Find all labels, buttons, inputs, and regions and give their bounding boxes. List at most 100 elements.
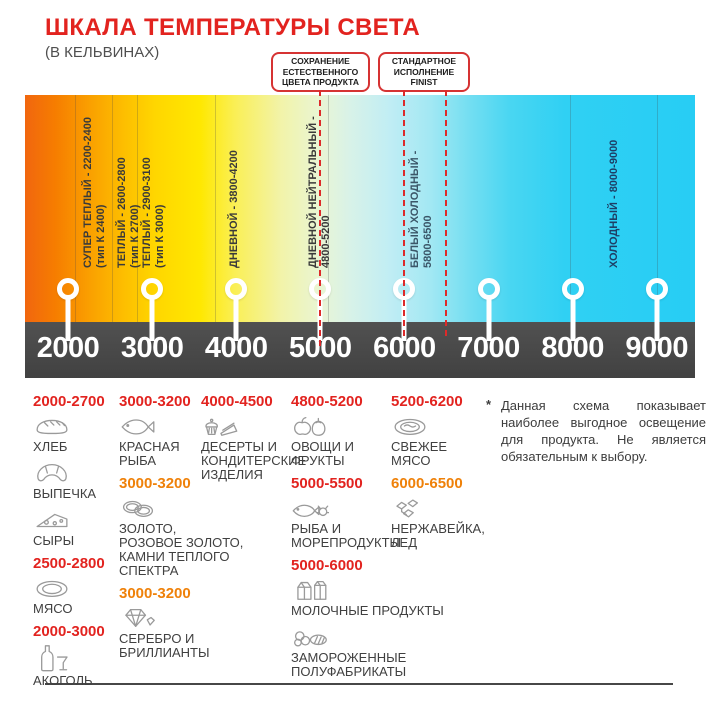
category-entry: АКОГОЛЬ	[33, 643, 115, 688]
category-label: ХЛЕБ	[33, 439, 68, 454]
zone-label-line1: ДНЕВНОЙ НЕЙТРАЛЬНЫЙ -	[306, 116, 319, 268]
callout-guide-line	[319, 90, 322, 346]
zone-separator-line	[75, 95, 76, 322]
bottom-divider	[45, 683, 673, 685]
category-entry: ЗАМОРОЖЕННЫЕ ПОЛУФАБРИКАТЫ	[291, 624, 406, 679]
category-label: НЕРЖАВЕЙКА, ЛЕД	[391, 521, 485, 550]
zone-separator-line	[657, 95, 658, 322]
category-label: ВЫПЕЧКА	[33, 486, 97, 501]
scale-marker-stem	[65, 299, 71, 341]
category-column: 4000-4500 ДЕСЕРТЫ И КОНДИТЕРСКИЕ ИЗДЕЛИЯ	[201, 393, 307, 489]
range-heading: 3000-3200	[119, 393, 191, 410]
category-group: 4000-4500 ДЕСЕРТЫ И КОНДИТЕРСКИЕ ИЗДЕЛИЯ	[201, 393, 307, 482]
range-heading: 5200-6200	[391, 393, 463, 410]
fresh-meat-icon	[391, 413, 485, 439]
category-entry: ДЕСЕРТЫ И КОНДИТЕРСКИЕ ИЗДЕЛИЯ	[201, 413, 307, 482]
zone-label-line1: ХОЛОДНЫЙ - 8000-9000	[607, 139, 620, 268]
category-entry: МЯСО	[33, 575, 115, 616]
range-heading: 4800-5200	[291, 393, 363, 410]
zone-label: ТЕПЛЫЙ - 2600-2800 (тип К 2700)	[116, 157, 141, 268]
category-group: 3000-3200 ЗОЛОТО, РОЗОВОЕ ЗОЛОТО, КАМНИ Т…	[119, 475, 243, 578]
category-label: КРАСНАЯ РЫБА	[119, 439, 180, 468]
zone-label: БЕЛЫЙ ХОЛОДНЫЙ -5800-6500	[409, 151, 434, 268]
zone-label-line2: (тип К 3000)	[153, 204, 166, 268]
category-group: 2500-2800 МЯСО	[33, 555, 115, 616]
range-heading: 2000-2700	[33, 393, 105, 410]
category-label: СЕРЕБРО И БРИЛЛИАНТЫ	[119, 631, 210, 660]
category-group: 5200-6200 СВЕЖЕЕ МЯСО	[391, 393, 485, 468]
zone-separator-line	[570, 95, 571, 322]
scale-tick-label: 3000	[120, 332, 184, 364]
category-label: СЫРЫ	[33, 533, 75, 548]
temperature-gradient-bar	[25, 95, 695, 322]
meat-icon	[33, 575, 115, 601]
diamond-icon	[119, 605, 205, 631]
category-entry: ЗОЛОТО, РОЗОВОЕ ЗОЛОТО, КАМНИ ТЕПЛОГО СП…	[119, 495, 243, 578]
page-subtitle: (В КЕЛЬВИНАХ)	[45, 44, 160, 61]
zone-label-line2: (тип К 2400)	[94, 204, 107, 268]
zone-separator-line	[328, 95, 329, 322]
callout-finist-standard: СТАНДАРТНОЕ ИСПОЛНЕНИЕ FINIST	[378, 52, 470, 92]
category-group: 5000-6000 МОЛОЧНЫЕ ПРОДУКТЫ ЗАМОРОЖЕННЫЕ П…	[291, 557, 444, 679]
category-group: 2000-2700 ХЛЕБ ВЫПЕЧКА СЫРЫ	[33, 393, 115, 548]
footnote-marker: *	[486, 397, 492, 412]
callout-guide-line	[445, 90, 448, 336]
category-label: ОВОЩИ И ФРУКТЫ	[291, 439, 354, 468]
scale-tick-label: 2000	[36, 332, 100, 364]
scale-tick-label: 7000	[457, 332, 520, 364]
rings-icon	[119, 495, 205, 521]
category-group: 2000-3000 АКОГОЛЬ	[33, 623, 115, 688]
category-column: 3000-3200 КРАСНАЯ РЫБА 3000-3200 ЗОЛОТО, РО…	[119, 393, 243, 667]
fish-icon	[119, 413, 205, 439]
ice-icon	[391, 495, 485, 521]
category-entry: МОЛОЧНЫЕ ПРОДУКТЫ	[291, 577, 444, 618]
scale-marker-ring	[141, 278, 164, 300]
scale-marker-ring	[57, 278, 79, 300]
zone-label-line2: 5800-6500	[421, 215, 434, 268]
scale-tick-label: 8000	[541, 332, 604, 364]
zone-label-line1: ТЕПЛЫЙ - 2900-3100	[141, 157, 154, 268]
category-entry: НЕРЖАВЕЙКА, ЛЕД	[391, 495, 485, 550]
desserts-icon	[201, 413, 293, 439]
category-entry: ВЫПЕЧКА	[33, 460, 115, 501]
footnote: * Данная схема показывает наиболее выгод…	[484, 397, 706, 465]
zone-label-line1: ТЕПЛЫЙ - 2600-2800	[115, 157, 128, 268]
category-group: 3000-3200 СЕРЕБРО И БРИЛЛИАНТЫ	[119, 585, 210, 660]
category-label: МОЛОЧНЫЕ ПРОДУКТЫ	[291, 603, 444, 618]
category-entry: СЫРЫ	[33, 507, 115, 548]
zone-label-line2: (тип К 2700)	[128, 204, 141, 268]
category-group: 5000-5500 РЫБА И МОРЕПРОДУКТЫ	[291, 475, 401, 550]
bread-icon	[33, 413, 115, 439]
range-heading: 2000-3000	[33, 623, 105, 640]
category-entry: СВЕЖЕЕ МЯСО	[391, 413, 485, 468]
scale-tick-label: 9000	[625, 332, 688, 364]
range-heading: 3000-3200	[119, 585, 191, 602]
scale-marker-ring	[645, 278, 668, 300]
scale-marker-stem	[654, 299, 660, 341]
category-label: ДЕСЕРТЫ И КОНДИТЕРСКИЕ ИЗДЕЛИЯ	[201, 439, 307, 482]
zone-label-line1: СУПЕР ТЕПЛЫЙ - 2200-2400	[82, 116, 95, 268]
scale-marker-stem	[233, 299, 239, 341]
zone-separator-line	[137, 95, 138, 322]
range-heading: 6000-6500	[391, 475, 463, 492]
category-column: 2000-2700 ХЛЕБ ВЫПЕЧКА СЫРЫ 2500-2800 МЯСО 200…	[33, 393, 115, 695]
range-heading: 5000-5500	[291, 475, 363, 492]
range-heading: 2500-2800	[33, 555, 105, 572]
scale-marker-stem	[149, 299, 155, 341]
callout-natural-color: СОХРАНЕНИЕ ЕСТЕСТВЕННОГО ЦВЕТА ПРОДУКТА	[271, 52, 370, 92]
scale-tick-label: 4000	[204, 332, 268, 364]
scale-marker-ring	[561, 278, 584, 300]
category-entry: СЕРЕБРО И БРИЛЛИАНТЫ	[119, 605, 210, 660]
category-column: 4800-5200 ОВОЩИ И ФРУКТЫ 5000-5500 РЫБА И М…	[291, 393, 444, 686]
range-heading: 3000-3200	[119, 475, 191, 492]
scale-marker-ring	[225, 278, 248, 300]
category-group: 3000-3200 КРАСНАЯ РЫБА	[119, 393, 205, 468]
milk-icon	[291, 577, 391, 603]
croissant-icon	[33, 460, 115, 486]
scale-marker-stem	[570, 299, 576, 341]
range-heading: 4000-4500	[201, 393, 273, 410]
alcohol-icon	[33, 643, 115, 673]
seafood-icon	[291, 495, 391, 521]
zone-label-line1: ДНЕВНОЙ - 3800-4200	[227, 150, 240, 268]
